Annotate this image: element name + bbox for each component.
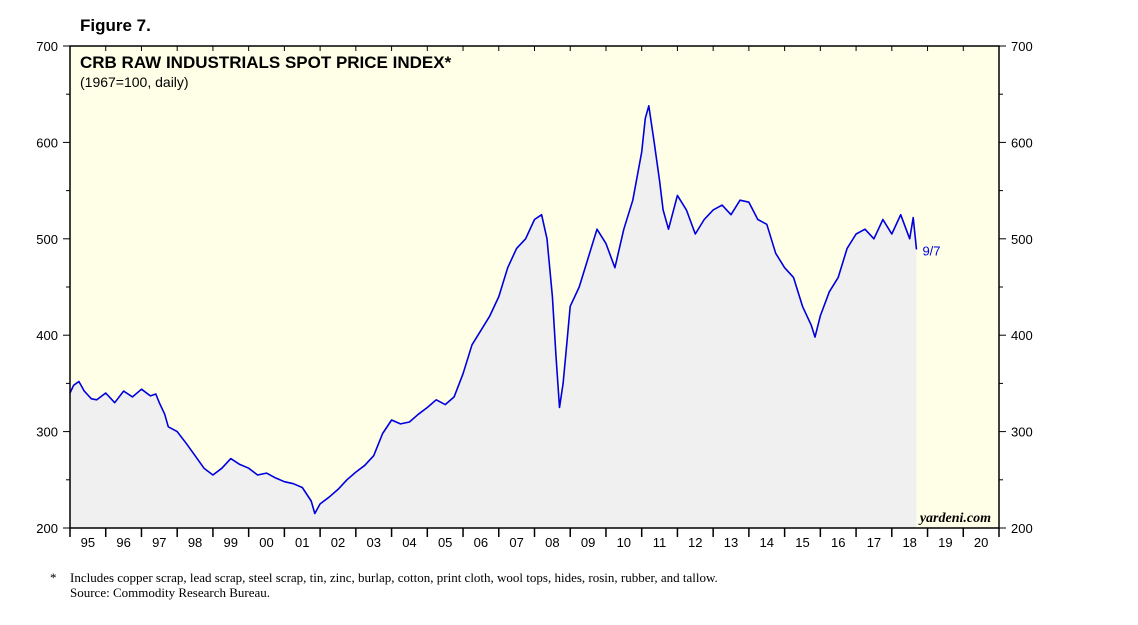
x-tick-label: 18	[902, 535, 916, 550]
end-label: 9/7	[922, 243, 940, 258]
x-tick-label: 13	[724, 535, 738, 550]
x-tick-label: 96	[116, 535, 130, 550]
x-tick-label: 17	[867, 535, 881, 550]
y-tick-label-left: 300	[36, 425, 58, 440]
x-tick-label: 19	[938, 535, 952, 550]
y-tick-label-right: 500	[1011, 232, 1033, 247]
x-tick-label: 09	[581, 535, 595, 550]
source-text: Source: Commodity Research Bureau.	[70, 585, 271, 600]
x-tick-label: 14	[760, 535, 774, 550]
area-fill	[70, 105, 917, 529]
x-tick-label: 98	[188, 535, 202, 550]
x-tick-label: 95	[81, 535, 95, 550]
x-tick-label: 06	[474, 535, 488, 550]
y-tick-label-right: 700	[1011, 39, 1033, 54]
x-tick-label: 15	[795, 535, 809, 550]
x-tick-label: 07	[509, 535, 523, 550]
figure-label: Figure 7.	[80, 16, 151, 35]
y-tick-label-left: 200	[36, 521, 58, 536]
x-tick-label: 03	[366, 535, 380, 550]
footnote-text: Includes copper scrap, lead scrap, steel…	[70, 570, 718, 585]
x-tick-label: 08	[545, 535, 559, 550]
footnote: * Includes copper scrap, lead scrap, stee…	[50, 570, 718, 600]
series-line	[69, 105, 918, 515]
x-tick-label: 12	[688, 535, 702, 550]
x-tick-label: 02	[331, 535, 345, 550]
y-tick-label-left: 500	[36, 232, 58, 247]
x-tick-labels: 95 96 97 98 99 00 01 02 03 04 05 06 07 08 09 10 11 12 13 14…	[81, 535, 989, 550]
x-tick-label: 00	[259, 535, 273, 550]
chart-subtitle: (1967=100, daily)	[80, 74, 189, 90]
y-tick-labels: 200 200 300 300 400 400 500 500 600 600 700 700	[36, 39, 1032, 536]
y-tick-label-right: 400	[1011, 328, 1033, 343]
x-tick-label: 05	[438, 535, 452, 550]
plot-frame	[69, 45, 1000, 529]
y-tick-label-right: 600	[1011, 135, 1033, 150]
x-tick-label: 16	[831, 535, 845, 550]
watermark: yardeni.com	[918, 511, 991, 526]
y-tick-label-left: 600	[36, 135, 58, 150]
footnote-marker: *	[50, 570, 57, 585]
x-tick-label: 11	[653, 535, 667, 550]
y-tick-label-right: 200	[1011, 521, 1033, 536]
x-tick-label: 10	[617, 535, 631, 550]
x-tick-label: 97	[152, 535, 166, 550]
y-tick-label-right: 300	[1011, 425, 1033, 440]
x-tick-label: 99	[224, 535, 238, 550]
x-tick-label: 04	[402, 535, 416, 550]
x-tick-label: 20	[974, 535, 988, 550]
y-tick-label-left: 400	[36, 328, 58, 343]
x-tick-label: 01	[295, 535, 309, 550]
y-tick-label-left: 700	[36, 39, 58, 54]
chart-title: CRB RAW INDUSTRIALS SPOT PRICE INDEX*	[80, 53, 452, 72]
